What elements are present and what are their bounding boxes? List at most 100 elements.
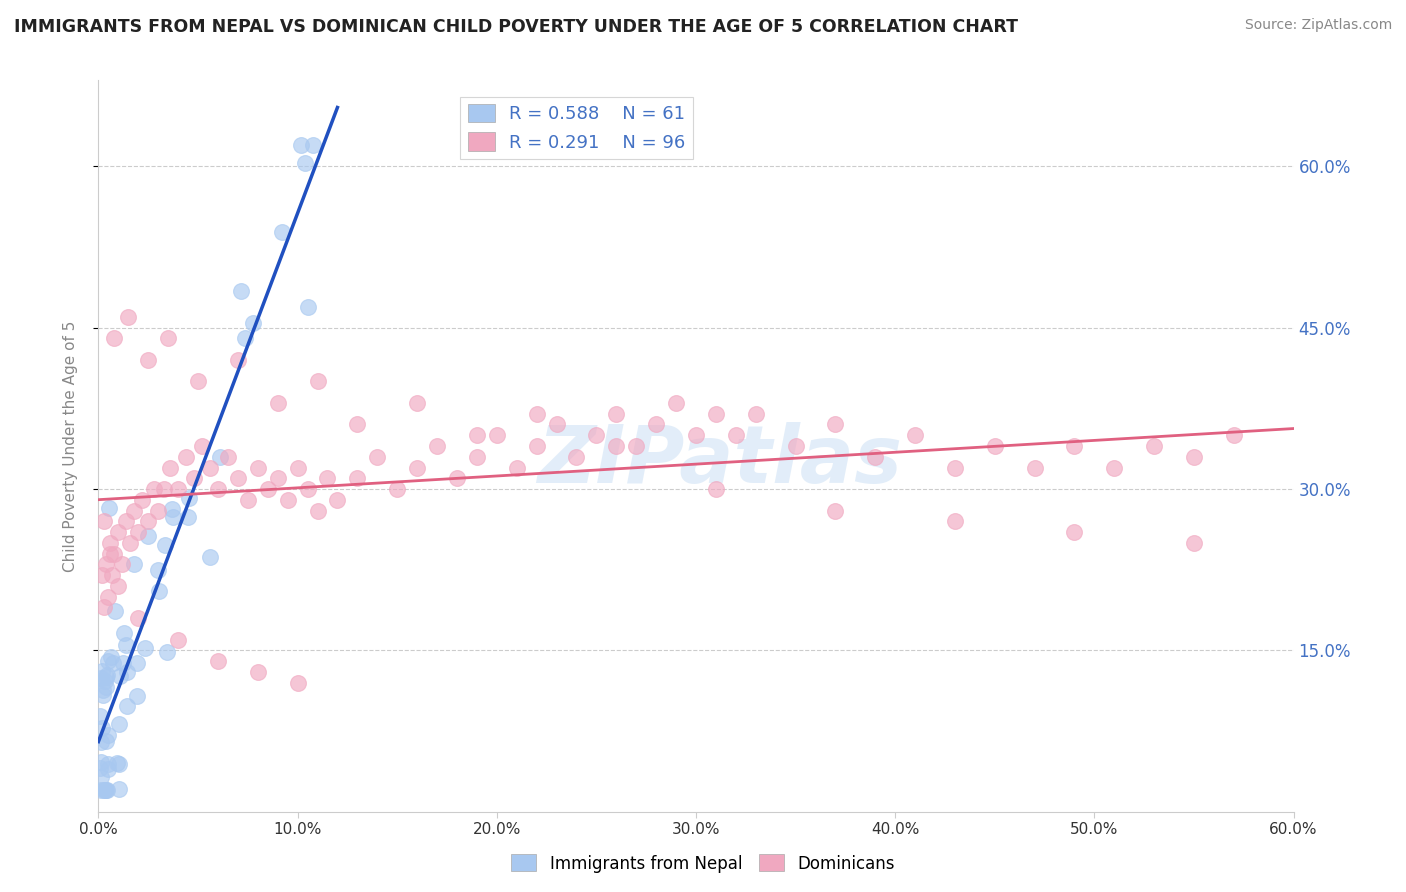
- Point: [117, 310, 139, 324]
- Point: [229, 284, 252, 298]
- Point: [565, 450, 588, 464]
- Point: [406, 460, 429, 475]
- Point: [585, 428, 607, 442]
- Point: [198, 460, 221, 475]
- Point: [307, 375, 329, 389]
- Point: [101, 656, 124, 670]
- Point: [824, 417, 846, 432]
- Point: [645, 417, 668, 432]
- Point: [162, 510, 184, 524]
- Point: [148, 503, 170, 517]
- Point: [277, 492, 299, 507]
- Point: [465, 450, 488, 464]
- Point: [198, 549, 221, 564]
- Point: [146, 563, 169, 577]
- Point: [605, 407, 627, 421]
- Point: [155, 538, 177, 552]
- Point: [824, 503, 846, 517]
- Point: [267, 396, 290, 410]
- Point: [110, 669, 132, 683]
- Point: [127, 611, 149, 625]
- Point: [103, 331, 125, 345]
- Point: [136, 529, 159, 543]
- Point: [785, 439, 807, 453]
- Point: [270, 226, 292, 240]
- Point: [865, 450, 887, 464]
- Point: [143, 482, 166, 496]
- Point: [745, 407, 768, 421]
- Point: [506, 460, 529, 475]
- Point: [207, 482, 229, 496]
- Point: [93, 600, 115, 615]
- Point: [605, 439, 627, 453]
- Point: [1182, 536, 1205, 550]
- Point: [98, 547, 122, 561]
- Point: [406, 396, 429, 410]
- Point: [159, 460, 181, 475]
- Point: [366, 450, 388, 464]
- Point: [1104, 460, 1126, 475]
- Text: IMMIGRANTS FROM NEPAL VS DOMINICAN CHILD POVERTY UNDER THE AGE OF 5 CORRELATION : IMMIGRANTS FROM NEPAL VS DOMINICAN CHILD…: [14, 18, 1018, 36]
- Point: [426, 439, 449, 453]
- Point: [446, 471, 468, 485]
- Point: [217, 450, 239, 464]
- Point: [267, 471, 290, 485]
- Point: [107, 717, 129, 731]
- Point: [297, 300, 319, 314]
- Point: [131, 492, 153, 507]
- Point: [114, 638, 136, 652]
- Point: [167, 632, 190, 647]
- Point: [112, 656, 135, 670]
- Point: [153, 482, 176, 496]
- Point: [90, 770, 112, 784]
- Point: [526, 407, 548, 421]
- Point: [943, 514, 966, 528]
- Point: [704, 482, 727, 496]
- Point: [89, 761, 111, 775]
- Point: [167, 482, 190, 496]
- Point: [685, 428, 707, 442]
- Point: [96, 667, 118, 681]
- Point: [301, 137, 323, 152]
- Point: [1143, 439, 1166, 453]
- Point: [97, 763, 120, 777]
- Text: Source: ZipAtlas.com: Source: ZipAtlas.com: [1244, 18, 1392, 32]
- Point: [148, 584, 170, 599]
- Point: [984, 439, 1007, 453]
- Point: [94, 783, 117, 797]
- Point: [94, 681, 117, 695]
- Point: [1182, 450, 1205, 464]
- Point: [107, 579, 129, 593]
- Point: [91, 664, 114, 678]
- Point: [94, 783, 117, 797]
- Point: [94, 670, 117, 684]
- Point: [1063, 439, 1085, 453]
- Point: [287, 460, 309, 475]
- Point: [117, 699, 139, 714]
- Point: [98, 501, 121, 516]
- Point: [209, 450, 232, 465]
- Point: [125, 689, 148, 703]
- Point: [246, 460, 269, 475]
- Point: [115, 665, 138, 679]
- Point: [233, 331, 256, 345]
- Point: [943, 460, 966, 475]
- Point: [97, 757, 120, 772]
- Point: [207, 654, 229, 668]
- Point: [136, 514, 159, 528]
- Point: [157, 331, 180, 345]
- Point: [704, 407, 727, 421]
- Point: [176, 509, 198, 524]
- Point: [485, 428, 508, 442]
- Point: [108, 756, 131, 771]
- Legend: Immigrants from Nepal, Dominicans: Immigrants from Nepal, Dominicans: [505, 847, 901, 880]
- Point: [97, 728, 120, 742]
- Point: [626, 439, 648, 453]
- Point: [136, 353, 159, 368]
- Point: [91, 682, 114, 697]
- Point: [107, 524, 129, 539]
- Point: [183, 471, 205, 485]
- Point: [90, 755, 112, 769]
- Point: [904, 428, 927, 442]
- Point: [111, 558, 134, 572]
